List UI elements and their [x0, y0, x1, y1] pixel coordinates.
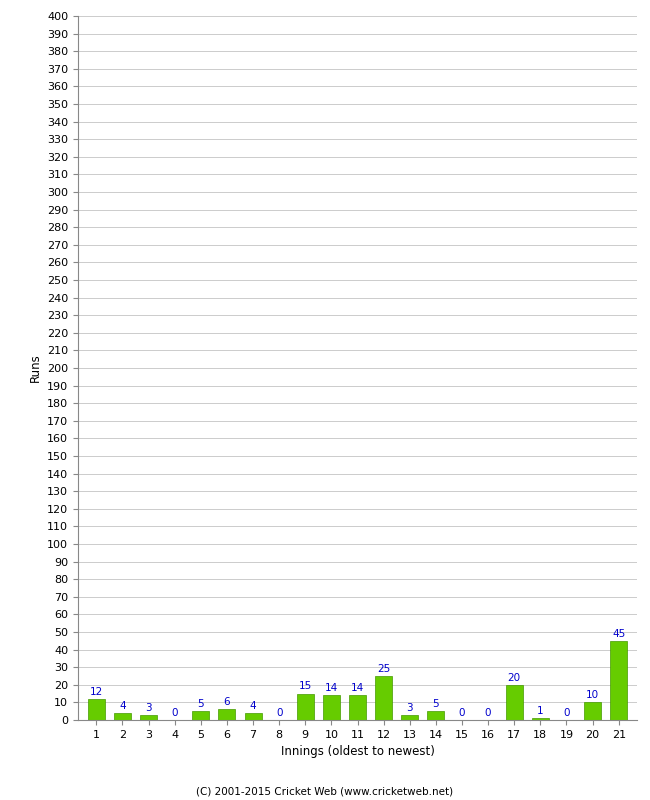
Bar — [584, 702, 601, 720]
Text: (C) 2001-2015 Cricket Web (www.cricketweb.net): (C) 2001-2015 Cricket Web (www.cricketwe… — [196, 786, 454, 796]
Y-axis label: Runs: Runs — [29, 354, 42, 382]
Text: 25: 25 — [377, 664, 390, 674]
Text: 6: 6 — [224, 698, 230, 707]
Text: 10: 10 — [586, 690, 599, 700]
Text: 5: 5 — [432, 699, 439, 709]
Bar — [506, 685, 523, 720]
Text: 15: 15 — [298, 682, 312, 691]
Text: 0: 0 — [563, 708, 569, 718]
Text: 3: 3 — [145, 702, 152, 713]
Text: 45: 45 — [612, 629, 625, 638]
Text: 0: 0 — [459, 708, 465, 718]
Text: 14: 14 — [351, 683, 364, 694]
Text: 0: 0 — [172, 708, 178, 718]
Bar — [375, 676, 392, 720]
Text: 1: 1 — [537, 706, 543, 716]
Bar — [88, 699, 105, 720]
Bar — [114, 713, 131, 720]
Bar — [323, 695, 340, 720]
Text: 14: 14 — [325, 683, 338, 694]
Bar — [428, 711, 445, 720]
Text: 4: 4 — [250, 701, 256, 711]
Bar — [349, 695, 366, 720]
Bar — [610, 641, 627, 720]
X-axis label: Innings (oldest to newest): Innings (oldest to newest) — [281, 746, 434, 758]
Bar — [532, 718, 549, 720]
Text: 20: 20 — [508, 673, 521, 682]
Text: 0: 0 — [276, 708, 282, 718]
Text: 5: 5 — [198, 699, 204, 709]
Bar — [192, 711, 209, 720]
Bar — [140, 714, 157, 720]
Bar — [218, 710, 235, 720]
Text: 4: 4 — [119, 701, 125, 711]
Text: 3: 3 — [406, 702, 413, 713]
Bar — [297, 694, 314, 720]
Bar — [401, 714, 418, 720]
Text: 12: 12 — [90, 686, 103, 697]
Bar — [244, 713, 261, 720]
Text: 0: 0 — [485, 708, 491, 718]
